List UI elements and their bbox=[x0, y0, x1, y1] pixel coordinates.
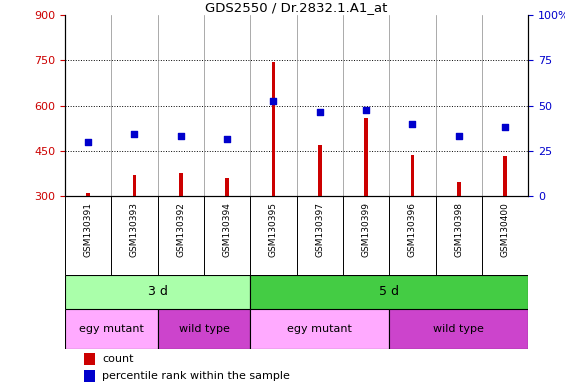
Point bbox=[315, 109, 324, 115]
Text: percentile rank within the sample: percentile rank within the sample bbox=[102, 371, 290, 381]
Bar bbox=[84, 370, 95, 382]
Point bbox=[269, 98, 278, 104]
Text: GSM130393: GSM130393 bbox=[130, 202, 139, 257]
Bar bbox=[158, 309, 250, 349]
Bar bbox=[133, 175, 136, 196]
Text: wild type: wild type bbox=[433, 324, 484, 334]
Point bbox=[362, 107, 371, 113]
Text: 5 d: 5 d bbox=[379, 285, 399, 298]
Text: GSM130399: GSM130399 bbox=[362, 202, 371, 257]
Text: GSM130400: GSM130400 bbox=[501, 202, 510, 257]
Bar bbox=[250, 275, 528, 309]
Text: GSM130397: GSM130397 bbox=[315, 202, 324, 257]
Bar bbox=[84, 353, 95, 365]
Point bbox=[408, 121, 417, 127]
Text: GSM130392: GSM130392 bbox=[176, 202, 185, 257]
Text: count: count bbox=[102, 354, 133, 364]
Bar bbox=[411, 155, 414, 196]
Point bbox=[176, 133, 185, 139]
Bar bbox=[318, 145, 321, 196]
Point bbox=[223, 136, 232, 142]
Text: GSM130394: GSM130394 bbox=[223, 202, 232, 257]
Point bbox=[454, 132, 463, 139]
Title: GDS2550 / Dr.2832.1.A1_at: GDS2550 / Dr.2832.1.A1_at bbox=[206, 1, 388, 14]
Text: GSM130395: GSM130395 bbox=[269, 202, 278, 257]
Text: GSM130391: GSM130391 bbox=[84, 202, 93, 257]
Text: 3 d: 3 d bbox=[147, 285, 168, 298]
Bar bbox=[65, 275, 250, 309]
Text: egy mutant: egy mutant bbox=[288, 324, 352, 334]
Bar bbox=[503, 156, 507, 196]
Point bbox=[130, 131, 139, 137]
Text: GSM130398: GSM130398 bbox=[454, 202, 463, 257]
Point bbox=[501, 124, 510, 130]
Bar bbox=[364, 118, 368, 196]
Bar bbox=[65, 309, 158, 349]
Bar bbox=[225, 178, 229, 196]
Bar bbox=[250, 309, 389, 349]
Text: wild type: wild type bbox=[179, 324, 229, 334]
Text: egy mutant: egy mutant bbox=[79, 324, 144, 334]
Text: GSM130396: GSM130396 bbox=[408, 202, 417, 257]
Point bbox=[84, 139, 93, 145]
Bar bbox=[457, 182, 460, 196]
Bar bbox=[272, 62, 275, 196]
Bar bbox=[179, 173, 182, 196]
Bar bbox=[86, 194, 90, 196]
Bar bbox=[389, 309, 528, 349]
